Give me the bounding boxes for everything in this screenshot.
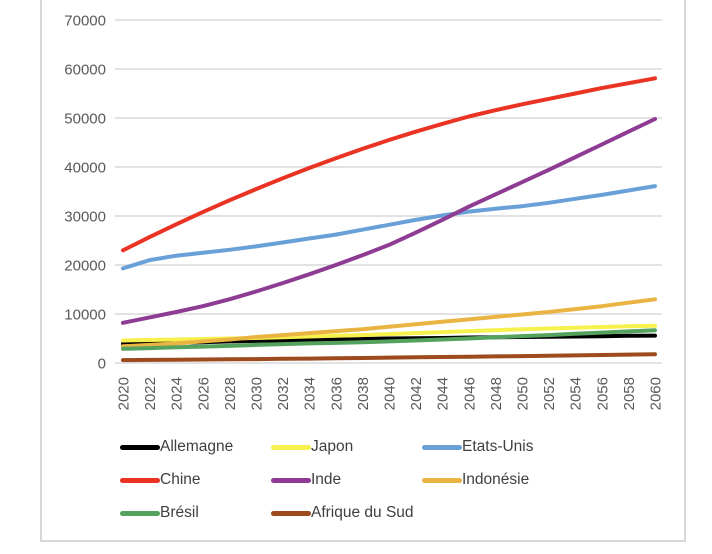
y-axis-tick-label: 70000 [64,13,106,30]
x-axis-tick-label: 2050 [515,377,532,410]
series-line-brésil [121,328,657,351]
x-axis-tick-label: 2048 [488,377,505,410]
y-axis-tick-label: 0 [98,356,106,373]
x-axis-tick-label: 2038 [355,377,372,410]
x-axis-tick-label: 2032 [275,377,292,410]
x-axis-tick-label: 2046 [461,377,478,410]
x-axis-tick-label: 2024 [169,377,186,410]
x-axis-tick-label: 2044 [435,377,452,410]
series-line-etats-unis [121,184,657,271]
y-axis-tick-label: 60000 [64,62,106,79]
x-axis-tick-label: 2042 [408,377,425,410]
x-axis-tick-label: 2028 [222,377,239,410]
y-axis-tick-label: 40000 [64,160,106,177]
x-axis-tick-label: 2040 [382,377,399,410]
x-axis-tick-label: 2052 [541,377,558,410]
x-axis-tick-label: 2020 [116,377,133,410]
x-axis-tick-label: 2058 [621,377,638,410]
x-axis-tick-label: 2022 [142,377,159,410]
series-line-chine [121,76,657,253]
y-axis-tick-label: 30000 [64,209,106,226]
x-axis-tick-label: 2036 [328,377,345,410]
x-axis-tick-label: 2060 [648,377,665,410]
x-axis-tick-label: 2030 [249,377,266,410]
y-axis-tick-label: 50000 [64,111,106,128]
y-axis-tick-label: 10000 [64,307,106,324]
x-axis-tick-label: 2026 [195,377,212,410]
series-line-indonésie [121,297,657,349]
series-line-inde [121,117,657,325]
x-axis-tick-label: 2054 [568,377,585,410]
series-line-afrique-du-sud [121,352,657,363]
x-axis-tick-label: 2034 [302,377,319,410]
chart-frame[interactable] [40,0,686,542]
y-axis-tick-label: 20000 [64,258,106,275]
x-axis-tick-label: 2056 [594,377,611,410]
